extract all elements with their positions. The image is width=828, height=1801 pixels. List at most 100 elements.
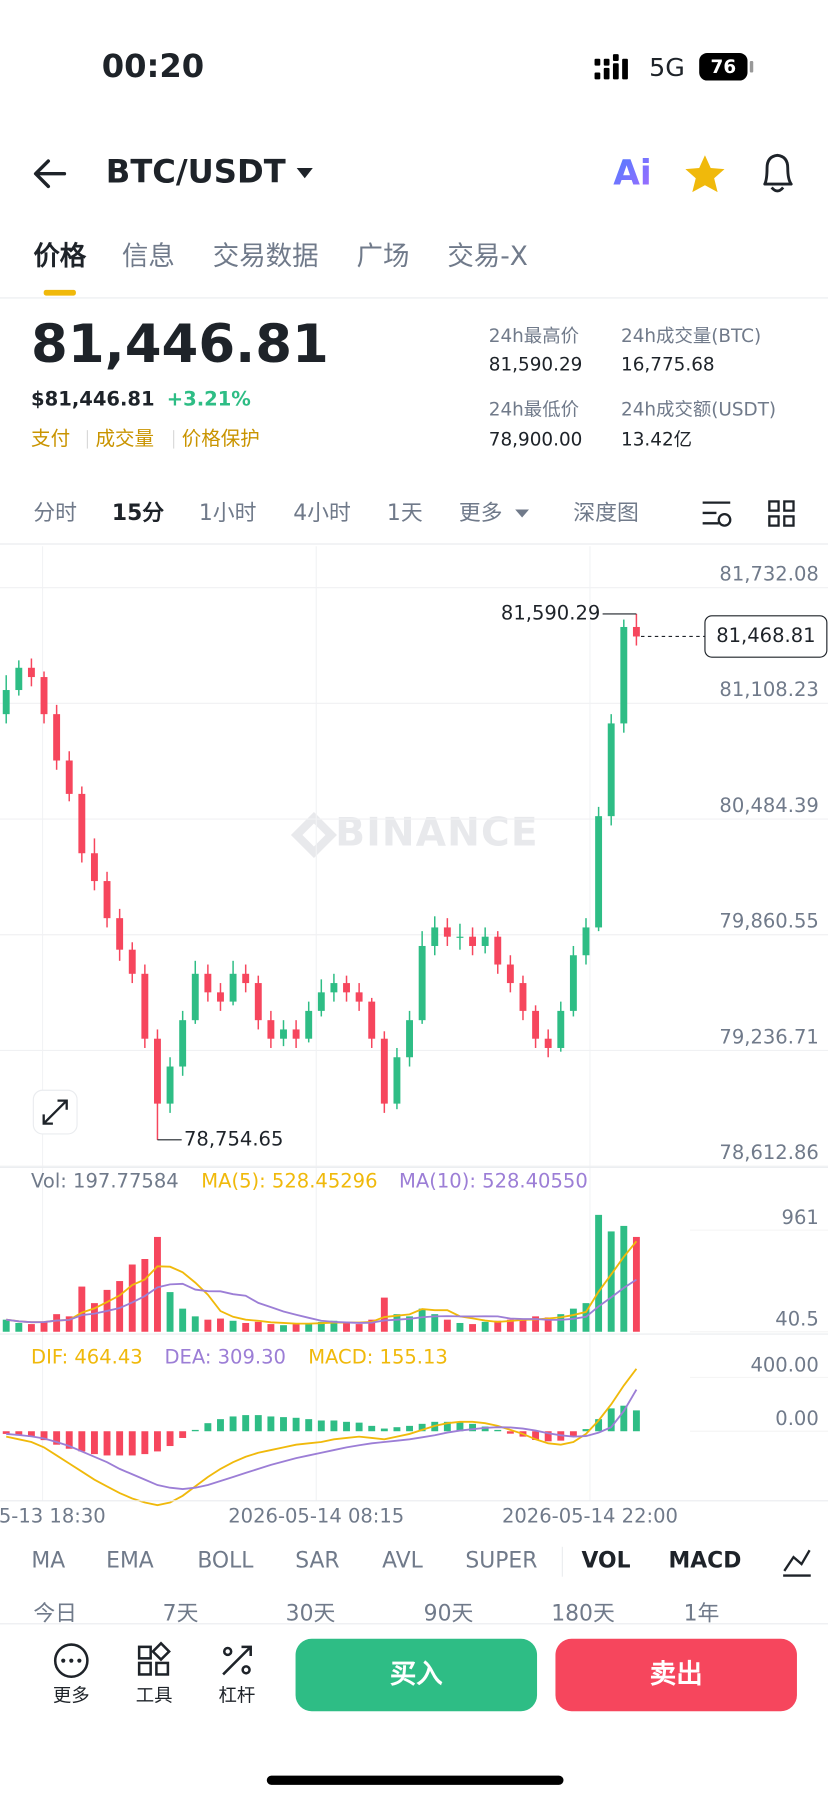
macd-bar [380,1428,388,1432]
range-tab[interactable]: 90天 [424,1602,474,1627]
interval[interactable]: 深度图 [573,501,639,526]
interval[interactable]: 4小时 [293,501,351,526]
volume-bar [557,1314,565,1332]
tab[interactable]: 广场 [357,241,410,272]
back-button[interactable] [33,159,67,189]
toolbar-label[interactable]: 更多 [53,1685,90,1706]
chart-settings-icon[interactable] [702,501,732,527]
stat-value: 13.42亿 [621,430,692,451]
range-tab[interactable]: 180天 [551,1602,615,1627]
macd-bar [116,1431,124,1456]
candle-body [242,973,250,984]
chart-area: BINANCE -05-13 18:30 2026-05-14 08:15 2026-… [0,546,828,1527]
macd-bar [53,1431,61,1445]
candle-body [90,853,98,882]
leverage-icon[interactable] [222,1645,252,1676]
macd-bar [569,1431,577,1437]
candle-body [456,936,464,938]
pair-title[interactable]: BTC/USDT [106,153,286,191]
range-tab[interactable]: 30天 [286,1602,336,1627]
signal-icon [594,54,628,80]
more-dropdown[interactable] [515,509,529,518]
candle-body [53,714,61,761]
candle-body [141,973,149,1039]
volume-bar [620,1225,628,1332]
indicator-settings-icon[interactable] [783,1549,811,1577]
candle-body [380,1038,388,1104]
indicator-tab[interactable]: SUPER [465,1549,537,1574]
volume-bar [128,1264,136,1332]
sell-label[interactable]: 卖出 [650,1659,703,1690]
ai-button[interactable]: Ai [613,153,652,193]
candle-body [406,1020,413,1058]
range-tab[interactable]: 7天 [163,1602,199,1627]
volume-bar [116,1281,124,1332]
macd-bar [254,1415,262,1432]
macd-bar [217,1419,224,1432]
interval[interactable]: 1小时 [199,501,257,526]
indicator-tab[interactable]: AVL [382,1549,423,1574]
volume-legend: MA(10): 528.40550 [399,1170,588,1193]
battery-level: 76 [711,57,737,78]
indicator-tab[interactable]: VOL [582,1549,631,1574]
bell-icon[interactable] [763,153,793,193]
price-link[interactable]: 价格保护 [182,427,260,450]
candle-body [305,1010,313,1039]
indicator-tab[interactable]: BOLL [197,1549,254,1574]
price-link[interactable]: 成交量 [95,427,154,450]
tab[interactable]: 交易数据 [213,241,319,272]
indicator-tab[interactable]: SAR [295,1549,339,1574]
interval[interactable]: 1天 [387,501,423,526]
indicator-tab[interactable]: EMA [106,1549,154,1574]
indicator-tab[interactable]: MA [31,1549,65,1574]
interval[interactable]: 15分 [112,501,164,526]
volume-bar [443,1319,451,1332]
favorite-star[interactable] [685,155,725,193]
volume-bar [154,1236,161,1332]
macd-bar [305,1419,313,1432]
volume-bar [506,1319,514,1332]
tab[interactable]: 交易-X [447,241,528,272]
volume-bar [229,1320,237,1332]
watermark-logo [290,811,337,858]
layout-icon[interactable] [768,500,795,527]
stat-value: 78,900.00 [489,430,583,451]
volume-bar [431,1314,439,1332]
toolbar-label[interactable]: 工具 [136,1685,173,1706]
buy-button[interactable] [295,1638,538,1712]
macd-bar [15,1431,23,1436]
home-indicator [266,1775,564,1785]
interval[interactable]: 分时 [33,501,77,526]
tools-icon[interactable] [137,1641,171,1676]
candle-body [292,1029,300,1039]
usd-price: $81,446.81 [31,388,155,411]
volume-bar [456,1322,464,1332]
interval[interactable]: 更多 [459,501,503,526]
tab[interactable]: 价格 [33,241,86,272]
more-icon[interactable] [53,1643,89,1679]
tab[interactable]: 信息 [122,241,175,272]
range-tab[interactable]: 今日 [33,1602,77,1627]
volume-legend: MA(5): 528.45296 [201,1170,377,1193]
indicator-tab[interactable]: MACD [669,1549,742,1574]
macd-bar [506,1431,514,1434]
candle-body [27,667,35,678]
candle-body [15,667,23,691]
volume-bar [406,1316,413,1332]
macd-bar [481,1426,489,1432]
volume-bar [494,1320,502,1332]
price-link[interactable]: 支付 [31,427,70,450]
volume-bar [607,1231,615,1332]
buy-label[interactable]: 买入 [390,1659,443,1690]
candle-body [267,1020,275,1039]
expand-button[interactable] [32,1089,78,1135]
volume-tick-label: 40.5 [775,1308,819,1331]
candle-body [418,945,426,1021]
volume-bar [292,1324,300,1332]
macd-bar [78,1431,86,1452]
candle-body [191,973,199,1021]
range-tab[interactable]: 1年 [684,1602,720,1627]
toolbar-label[interactable]: 杠杆 [219,1685,256,1706]
sell-button[interactable] [555,1638,797,1712]
pair-dropdown[interactable] [296,167,313,179]
